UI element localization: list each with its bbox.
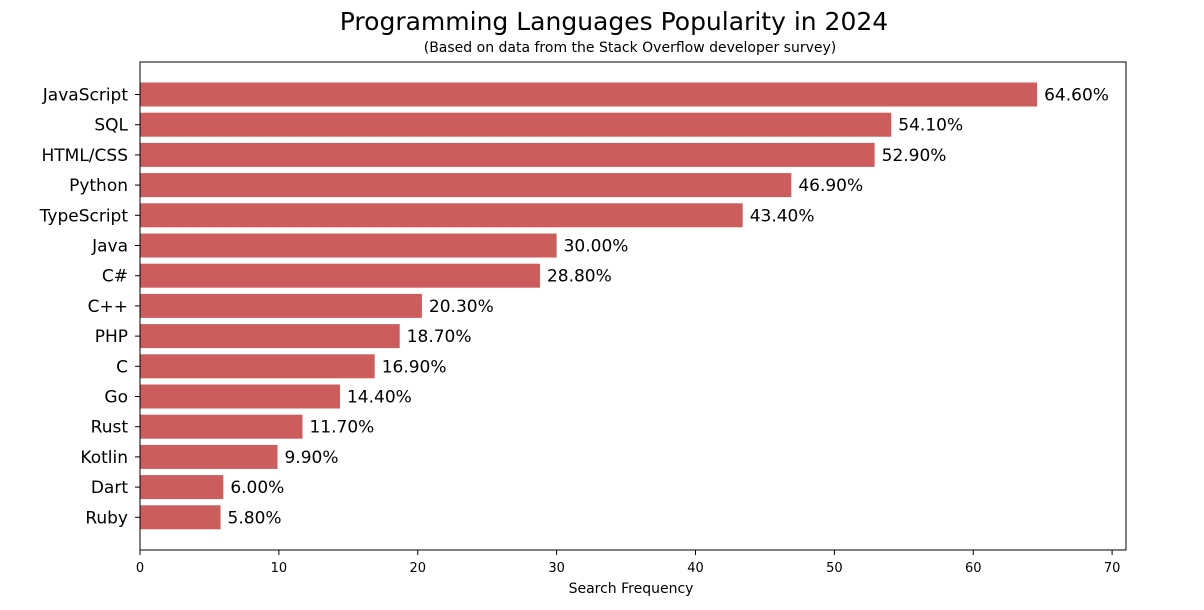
y-tick-labels: JavaScript SQL HTML/CSS Python TypeScript Jav…	[39, 86, 140, 528]
bar-rust	[140, 414, 303, 439]
value-label-go: 14.40%	[347, 388, 412, 408]
y-tick-label-rust: Rust	[91, 418, 129, 438]
y-tick-label-java: Java	[91, 237, 128, 257]
value-label-java: 30.00%	[564, 237, 629, 257]
bar-php	[140, 324, 400, 349]
x-tick-label: 0	[136, 561, 144, 576]
bar-sql	[140, 112, 892, 137]
bar-typescript	[140, 203, 743, 228]
bars-group	[140, 82, 1038, 530]
bar-javascript	[140, 82, 1038, 107]
x-axis-label: Search Frequency	[569, 581, 694, 597]
y-tick-label-c: C	[116, 357, 128, 377]
value-label-php: 18.70%	[407, 327, 472, 347]
chart-title: Programming Languages Popularity in 2024	[340, 7, 888, 36]
y-tick-label-sql: SQL	[94, 116, 128, 136]
bar-c	[140, 263, 540, 288]
y-tick-label-kotlin: Kotlin	[80, 448, 128, 468]
x-tick-label: 60	[965, 561, 982, 576]
value-label-c: 28.80%	[547, 267, 612, 287]
y-tick-label-php: PHP	[95, 327, 128, 347]
chart-subtitle: (Based on data from the Stack Overflow d…	[424, 40, 837, 56]
bar-dart	[140, 475, 224, 500]
value-label-ruby: 5.80%	[228, 508, 282, 528]
x-tick-label: 50	[826, 561, 843, 576]
value-label-kotlin: 9.90%	[284, 448, 338, 468]
value-label-dart: 6.00%	[230, 478, 284, 498]
y-tick-label-ruby: Ruby	[85, 508, 128, 528]
value-label-c: 20.30%	[429, 297, 494, 317]
x-tick-label: 70	[1104, 561, 1121, 576]
value-label-rust: 11.70%	[309, 418, 374, 438]
y-tick-label-c: C++	[88, 297, 128, 317]
bar-kotlin	[140, 444, 278, 469]
y-tick-label-go: Go	[104, 388, 128, 408]
bar-c	[140, 354, 375, 379]
bar-ruby	[140, 505, 221, 530]
y-tick-label-python: Python	[69, 176, 128, 196]
value-label-c: 16.90%	[382, 357, 447, 377]
x-tick-label: 40	[687, 561, 704, 576]
plot-frame	[139, 61, 1127, 551]
bar-python	[140, 173, 792, 198]
value-label-python: 46.90%	[798, 176, 863, 196]
value-label-javascript: 64.60%	[1044, 86, 1109, 106]
y-tick-label-html-css: HTML/CSS	[42, 146, 129, 166]
x-axis-ticks: 0 10 20 30 40 50 60 70	[136, 550, 1121, 576]
bar-c	[140, 293, 422, 318]
y-tick-label-c: C#	[102, 267, 128, 287]
x-tick-label: 20	[409, 561, 426, 576]
y-tick-label-javascript: JavaScript	[42, 86, 129, 106]
value-label-sql: 54.10%	[898, 116, 963, 136]
x-tick-label: 30	[548, 561, 565, 576]
value-label-typescript: 43.40%	[750, 206, 815, 226]
value-labels: 64.60% 54.10% 52.90% 46.90% 43.40% 30.00% 28.8…	[228, 86, 1109, 529]
x-tick-label: 10	[271, 561, 288, 576]
value-label-html-css: 52.90%	[882, 146, 947, 166]
bar-html-css	[140, 142, 875, 167]
y-tick-label-dart: Dart	[91, 478, 128, 498]
bar-go	[140, 384, 340, 409]
bar-java	[140, 233, 557, 258]
y-tick-label-typescript: TypeScript	[39, 206, 129, 226]
